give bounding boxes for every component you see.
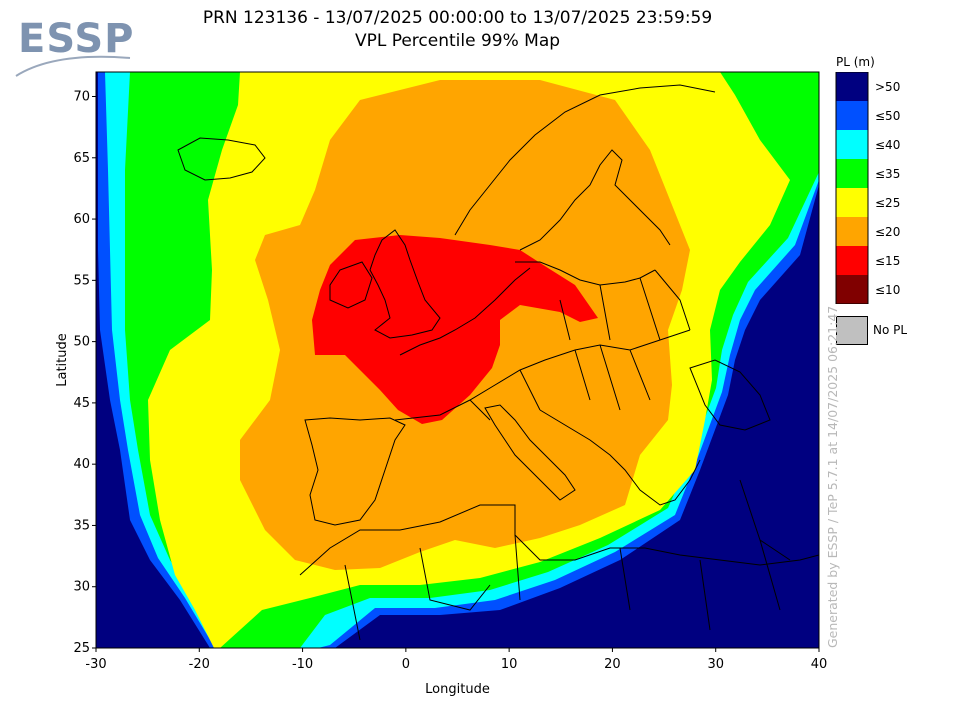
legend-frame (835, 72, 869, 304)
x-axis-label: Longitude (425, 682, 490, 697)
legend-label: ≤20 (875, 225, 901, 239)
y-tick-label: 55 (73, 273, 90, 288)
x-tick-label: 10 (501, 657, 518, 672)
y-tick-label: 40 (73, 457, 90, 472)
country-borders (344, 269, 791, 641)
y-axis-label: Latitude (55, 333, 70, 387)
legend-label: ≤35 (875, 167, 901, 181)
legend-colorbar (835, 72, 869, 304)
axes: -30 -20 -10 0 10 20 30 40 25 30 35 40 45 50 55 60 65 70 Lo… (55, 90, 827, 697)
italy-coast (484, 404, 576, 501)
x-tick-label: -30 (85, 657, 106, 672)
x-tick-label: 30 (707, 657, 724, 672)
legend-swatch (836, 159, 868, 188)
x-tick-label: -10 (292, 657, 313, 672)
logo-text: ESSP (18, 16, 135, 62)
logo-swoosh-icon (15, 55, 131, 77)
no-pl-swatch (836, 316, 868, 345)
plot-frame (95, 71, 820, 649)
legend-swatch (836, 130, 868, 159)
legend-label: ≤25 (875, 196, 901, 210)
no-pl-label: No PL (873, 323, 908, 337)
map-title: PRN 123136 - 13/07/2025 00:00:00 to 13/0… (202, 8, 713, 28)
y-tick-label: 50 (73, 335, 90, 350)
iberia-coast (304, 417, 406, 526)
ireland-coast (329, 261, 373, 309)
legend-swatch (836, 275, 868, 304)
legend-title: PL (m) (836, 55, 875, 69)
y-tick-label: 30 (73, 580, 90, 595)
legend-label: ≤50 (875, 109, 901, 123)
france-atlantic (399, 267, 531, 356)
norway-coast (454, 84, 716, 236)
sweden-finland (519, 149, 671, 251)
legend-label: ≤10 (875, 283, 901, 297)
x-tick-label: 20 (604, 657, 621, 672)
legend-swatch (836, 72, 868, 101)
y-tick-label: 35 (73, 518, 90, 533)
y-tick-label: 65 (73, 151, 90, 166)
pl-contours (96, 72, 819, 648)
iceland-coast (177, 137, 266, 181)
baltic-coast (515, 261, 656, 286)
legend-swatch (836, 188, 868, 217)
map-subtitle: VPL Percentile 99% Map (354, 31, 561, 51)
generated-credit: Generated by ESSP / TeP 5.7.1 at 14/07/2… (825, 305, 840, 648)
y-tick-label: 70 (73, 90, 90, 105)
coastlines (177, 84, 819, 641)
great-britain-coast (369, 229, 441, 339)
legend-label: >50 (875, 80, 901, 94)
balkan-coast (539, 409, 701, 506)
legend-label: ≤40 (875, 138, 901, 152)
legend-swatch (836, 217, 868, 246)
y-tick-label: 45 (73, 396, 90, 411)
black-sea (689, 359, 771, 431)
x-tick-label: 40 (811, 657, 828, 672)
legend-swatch (836, 246, 868, 275)
legend-swatch (836, 101, 868, 130)
y-tick-label: 25 (73, 641, 90, 656)
x-tick-label: -20 (189, 657, 210, 672)
north-africa-coast (299, 504, 819, 576)
y-tick-label: 60 (73, 212, 90, 227)
legend-label: ≤15 (875, 254, 901, 268)
x-tick-label: 0 (402, 657, 410, 672)
essp-logo: ESSP (14, 14, 135, 84)
